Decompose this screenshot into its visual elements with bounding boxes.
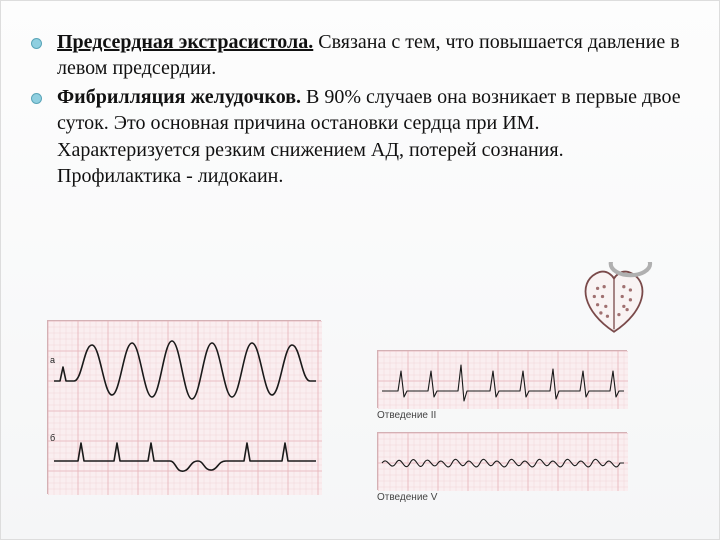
label-lead2: Отведение II bbox=[377, 410, 436, 421]
figure-lead2-svg bbox=[378, 351, 628, 409]
bullet-2-lead: Фибрилляция желудочков. bbox=[57, 86, 301, 108]
bullet-1: Предсердная экстрасистола. Связана с тем… bbox=[53, 29, 687, 82]
bullet-2: Фибрилляция желудочков. В 90% случаев он… bbox=[53, 84, 687, 190]
label-leadv: Отведение V bbox=[377, 492, 437, 503]
heart-ring-icon bbox=[611, 262, 650, 275]
figure-vf-large-svg: а б bbox=[48, 321, 322, 495]
figure-leadv bbox=[377, 432, 627, 490]
slide: Предсердная экстрасистола. Связана с тем… bbox=[0, 0, 720, 540]
marker-b: б bbox=[50, 433, 55, 443]
figure-vf-large: а б bbox=[47, 320, 321, 494]
figure-leadv-svg bbox=[378, 433, 628, 491]
marker-a: а bbox=[50, 355, 55, 365]
figure-lead2 bbox=[377, 350, 627, 408]
heart-icon bbox=[573, 262, 655, 336]
bullet-1-lead: Предсердная экстрасистола. bbox=[57, 31, 313, 53]
figures-area: а б Отведение II bbox=[41, 276, 699, 519]
